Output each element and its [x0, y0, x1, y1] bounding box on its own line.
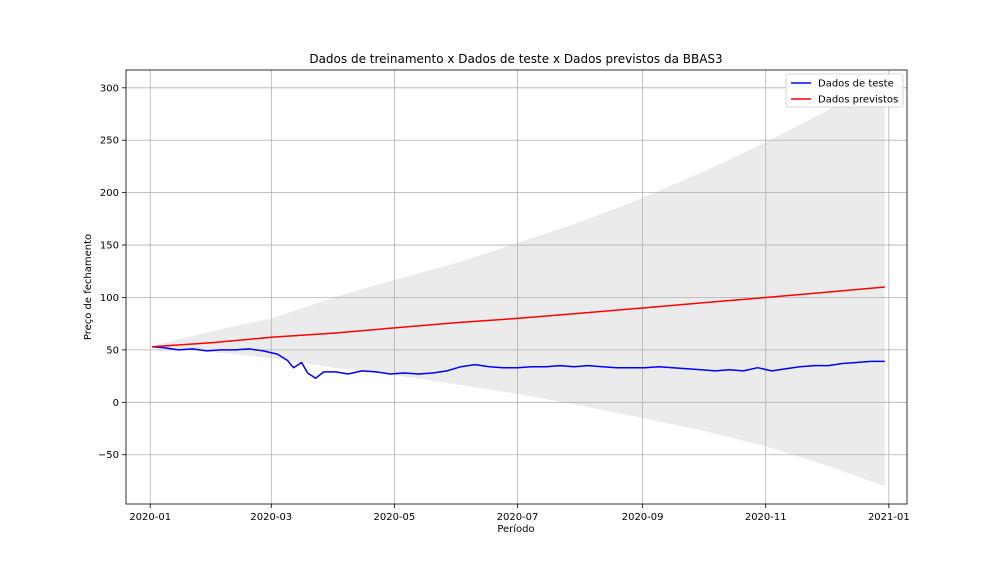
legend-label: Dados de teste: [818, 79, 894, 90]
chart-title: Dados de treinamento x Dados de teste x …: [309, 52, 722, 66]
legend-label: Dados previstos: [818, 95, 898, 106]
y-tick-label: 200: [100, 188, 119, 199]
y-tick-label: 150: [100, 241, 119, 252]
legend-box: [785, 73, 904, 108]
plot-area: 2020-01 2020-03 2020-05 2020-07 2020-09 2020-…: [98, 69, 910, 523]
x-tick-label: 2020-05: [374, 512, 416, 523]
test-data-line: [152, 346, 885, 379]
confidence-band: [152, 75, 885, 487]
y-tick-label: 100: [100, 293, 119, 304]
y-tick-label: 300: [100, 83, 119, 94]
forecast-line: [152, 286, 885, 348]
x-tick-label: 2020-07: [497, 512, 539, 523]
x-tick-label: 2020-09: [622, 512, 664, 523]
x-tick-label: 2020-03: [250, 512, 292, 523]
x-tick-label: 2020-11: [745, 512, 787, 523]
x-tick-label: 2020-01: [129, 512, 171, 523]
y-tick-label: 0: [113, 398, 119, 409]
y-tick-label: −50: [98, 450, 119, 461]
y-axis-label: Preço de fechamento: [83, 234, 94, 340]
legend: Dados de teste Dados previstos: [785, 73, 904, 108]
y-tick-label: 250: [100, 136, 119, 147]
x-tick-label: 2021-01: [868, 512, 910, 523]
axes-frame: [125, 69, 908, 505]
x-axis-label: Período: [497, 523, 534, 535]
y-tick-label: 50: [106, 345, 119, 356]
